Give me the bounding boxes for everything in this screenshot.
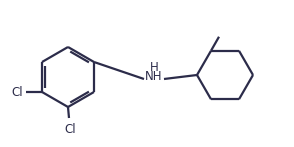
Text: H: H (150, 61, 158, 74)
Text: N: N (153, 77, 155, 78)
Text: Cl: Cl (11, 86, 23, 98)
Text: Cl: Cl (64, 123, 76, 136)
Text: NH: NH (145, 70, 163, 82)
